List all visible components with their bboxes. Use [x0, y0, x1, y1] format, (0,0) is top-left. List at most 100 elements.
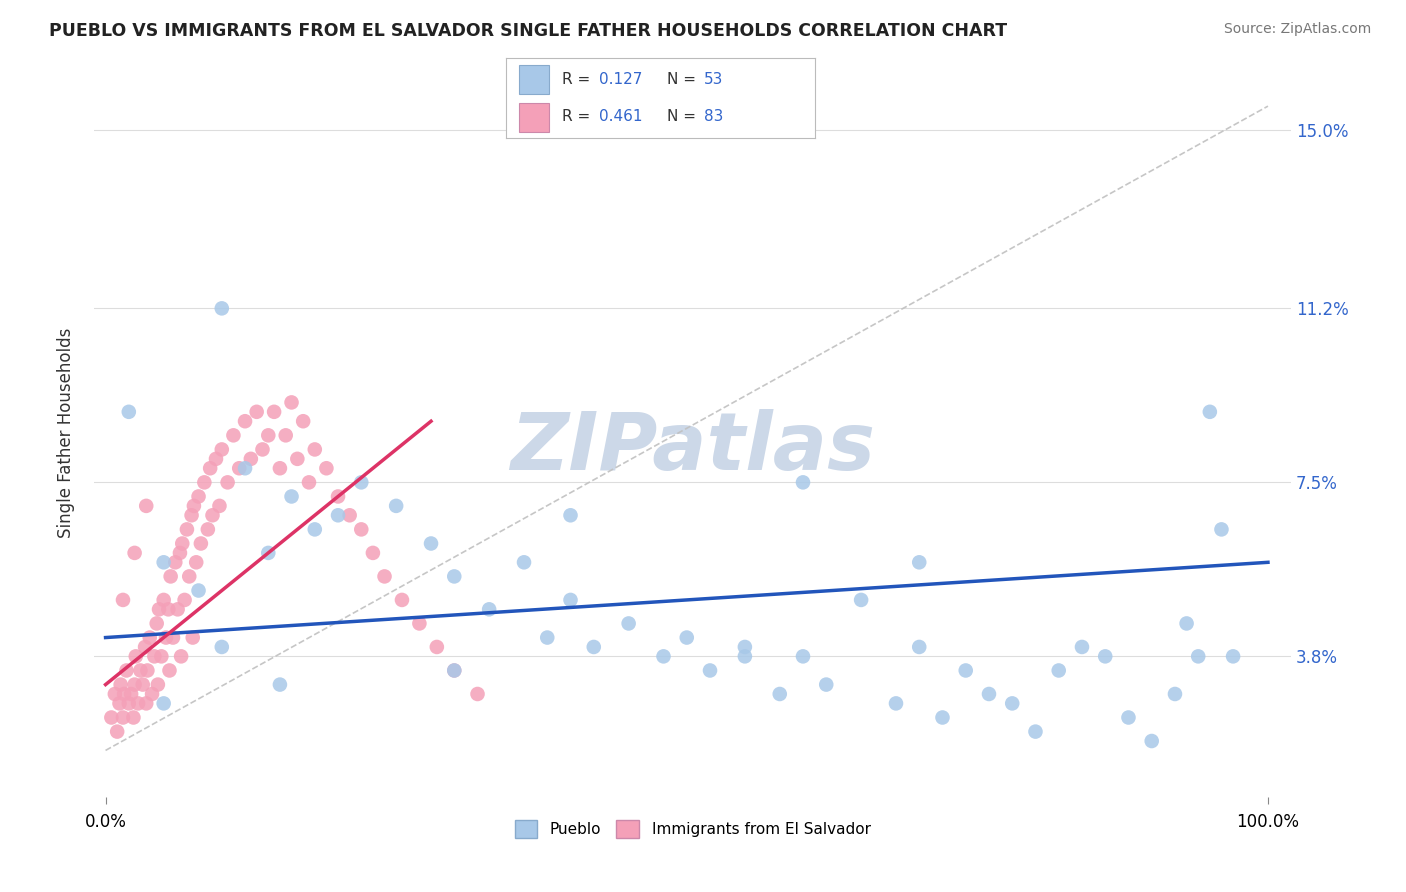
- Point: [233, 414, 256, 428]
- Y-axis label: Single Father Households: Single Father Households: [58, 327, 75, 538]
- Point: [792, 475, 814, 490]
- Point: [1211, 522, 1233, 536]
- Point: [118, 697, 141, 711]
- Point: [513, 555, 536, 569]
- Text: 53: 53: [704, 72, 724, 87]
- Point: [315, 461, 337, 475]
- Text: PUEBLO VS IMMIGRANTS FROM EL SALVADOR SINGLE FATHER HOUSEHOLDS CORRELATION CHART: PUEBLO VS IMMIGRANTS FROM EL SALVADOR SI…: [49, 22, 1007, 40]
- Point: [187, 583, 209, 598]
- Point: [135, 697, 157, 711]
- Text: 0.461: 0.461: [599, 109, 643, 124]
- Point: [408, 616, 430, 631]
- Point: [350, 522, 373, 536]
- Point: [152, 697, 174, 711]
- Point: [734, 649, 756, 664]
- Point: [257, 546, 280, 560]
- Point: [115, 664, 138, 678]
- Point: [908, 555, 931, 569]
- Point: [169, 546, 191, 560]
- Point: [977, 687, 1000, 701]
- Point: [815, 677, 838, 691]
- Point: [135, 499, 157, 513]
- Point: [180, 508, 202, 523]
- Point: [426, 640, 449, 654]
- Point: [792, 649, 814, 664]
- Point: [118, 405, 141, 419]
- Point: [159, 569, 181, 583]
- Point: [467, 687, 489, 701]
- Point: [304, 442, 326, 457]
- Point: [1118, 710, 1140, 724]
- Point: [173, 593, 195, 607]
- Point: [217, 475, 239, 490]
- Text: Source: ZipAtlas.com: Source: ZipAtlas.com: [1223, 22, 1371, 37]
- Point: [222, 428, 245, 442]
- Point: [172, 536, 194, 550]
- Point: [152, 593, 174, 607]
- Point: [159, 664, 181, 678]
- Point: [179, 569, 201, 583]
- Point: [269, 677, 291, 691]
- Point: [141, 687, 163, 701]
- Text: N =: N =: [666, 109, 700, 124]
- Point: [350, 475, 373, 490]
- Point: [339, 508, 361, 523]
- Point: [280, 490, 302, 504]
- Point: [252, 442, 274, 457]
- Point: [373, 569, 395, 583]
- Point: [326, 490, 349, 504]
- Point: [652, 649, 675, 664]
- Point: [124, 677, 146, 691]
- Point: [112, 687, 135, 701]
- Point: [361, 546, 384, 560]
- Point: [193, 475, 215, 490]
- Point: [385, 499, 408, 513]
- Point: [211, 640, 233, 654]
- Point: [110, 677, 132, 691]
- Point: [190, 536, 212, 550]
- FancyBboxPatch shape: [519, 65, 550, 95]
- Point: [699, 664, 721, 678]
- Point: [104, 687, 127, 701]
- Point: [127, 697, 149, 711]
- Point: [233, 461, 256, 475]
- Point: [157, 602, 180, 616]
- Point: [931, 710, 953, 724]
- Text: 83: 83: [704, 109, 724, 124]
- Point: [132, 677, 155, 691]
- Point: [155, 631, 177, 645]
- Point: [148, 602, 170, 616]
- Point: [734, 640, 756, 654]
- Point: [443, 569, 465, 583]
- Point: [1047, 664, 1070, 678]
- Point: [955, 664, 977, 678]
- Point: [111, 593, 134, 607]
- Point: [150, 649, 173, 664]
- Point: [304, 522, 326, 536]
- Point: [129, 664, 152, 678]
- Point: [197, 522, 219, 536]
- FancyBboxPatch shape: [519, 103, 550, 132]
- Point: [326, 508, 349, 523]
- Point: [198, 461, 221, 475]
- Point: [211, 442, 233, 457]
- Point: [146, 677, 169, 691]
- Point: [143, 649, 166, 664]
- Point: [1164, 687, 1187, 701]
- Point: [617, 616, 640, 631]
- Point: [136, 664, 159, 678]
- Point: [124, 546, 146, 560]
- Point: [560, 593, 582, 607]
- Point: [1071, 640, 1094, 654]
- Point: [166, 602, 188, 616]
- Point: [1198, 405, 1220, 419]
- Legend: Pueblo, Immigrants from El Salvador: Pueblo, Immigrants from El Salvador: [509, 814, 877, 845]
- Point: [478, 602, 501, 616]
- Point: [298, 475, 321, 490]
- Point: [165, 555, 187, 569]
- Point: [152, 555, 174, 569]
- Point: [105, 724, 128, 739]
- Point: [560, 508, 582, 523]
- Point: [246, 405, 269, 419]
- Point: [108, 697, 131, 711]
